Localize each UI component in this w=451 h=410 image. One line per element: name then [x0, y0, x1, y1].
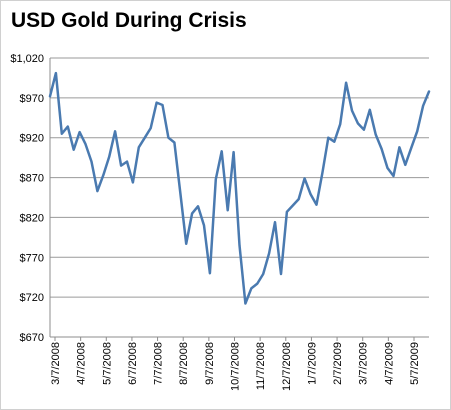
gold-price-line: [48, 71, 431, 305]
x-tick-label: 8/7/2008: [178, 342, 190, 385]
x-tick-label: 12/7/2008: [281, 342, 293, 391]
x-tick-label: 2/7/2009: [332, 342, 344, 385]
x-tick-label: 10/7/2008: [230, 342, 242, 391]
y-tick-label: $820: [20, 212, 44, 224]
x-tick-label: 11/7/2008: [255, 342, 267, 390]
x-tick-label: 3/7/2009: [358, 342, 370, 385]
y-tick-label: $670: [20, 332, 44, 344]
x-tick-label: 1/7/2009: [306, 342, 318, 385]
y-tick-label: $720: [20, 292, 44, 304]
x-tick-label: 4/7/2008: [76, 342, 88, 385]
y-tick-label: $970: [20, 93, 44, 105]
x-tick-label: 5/7/2009: [409, 342, 421, 385]
x-tick-label: 9/7/2008: [204, 342, 216, 385]
chart-title: USD Gold During Crisis: [11, 9, 247, 32]
y-tick-label: $1,020: [10, 53, 44, 65]
x-tick-label: 4/7/2009: [383, 342, 395, 385]
x-tick-label: 3/7/2008: [50, 342, 62, 385]
y-tick-label: $870: [20, 173, 44, 185]
y-tick-label: $770: [20, 252, 44, 264]
x-tick-label: 5/7/2008: [101, 342, 113, 385]
x-tick-label: 7/7/2008: [153, 342, 165, 385]
y-tick-label: $920: [20, 133, 44, 145]
x-tick-label: 6/7/2008: [127, 342, 139, 385]
